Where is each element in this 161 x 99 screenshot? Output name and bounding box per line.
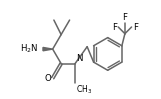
Text: N: N [76, 54, 82, 63]
Text: CH$_3$: CH$_3$ [76, 84, 92, 96]
Text: H$_2$N: H$_2$N [20, 43, 39, 55]
Text: F: F [133, 22, 138, 31]
Text: F: F [112, 22, 117, 31]
Text: O: O [45, 74, 52, 83]
Polygon shape [43, 47, 53, 51]
Text: F: F [122, 13, 127, 22]
